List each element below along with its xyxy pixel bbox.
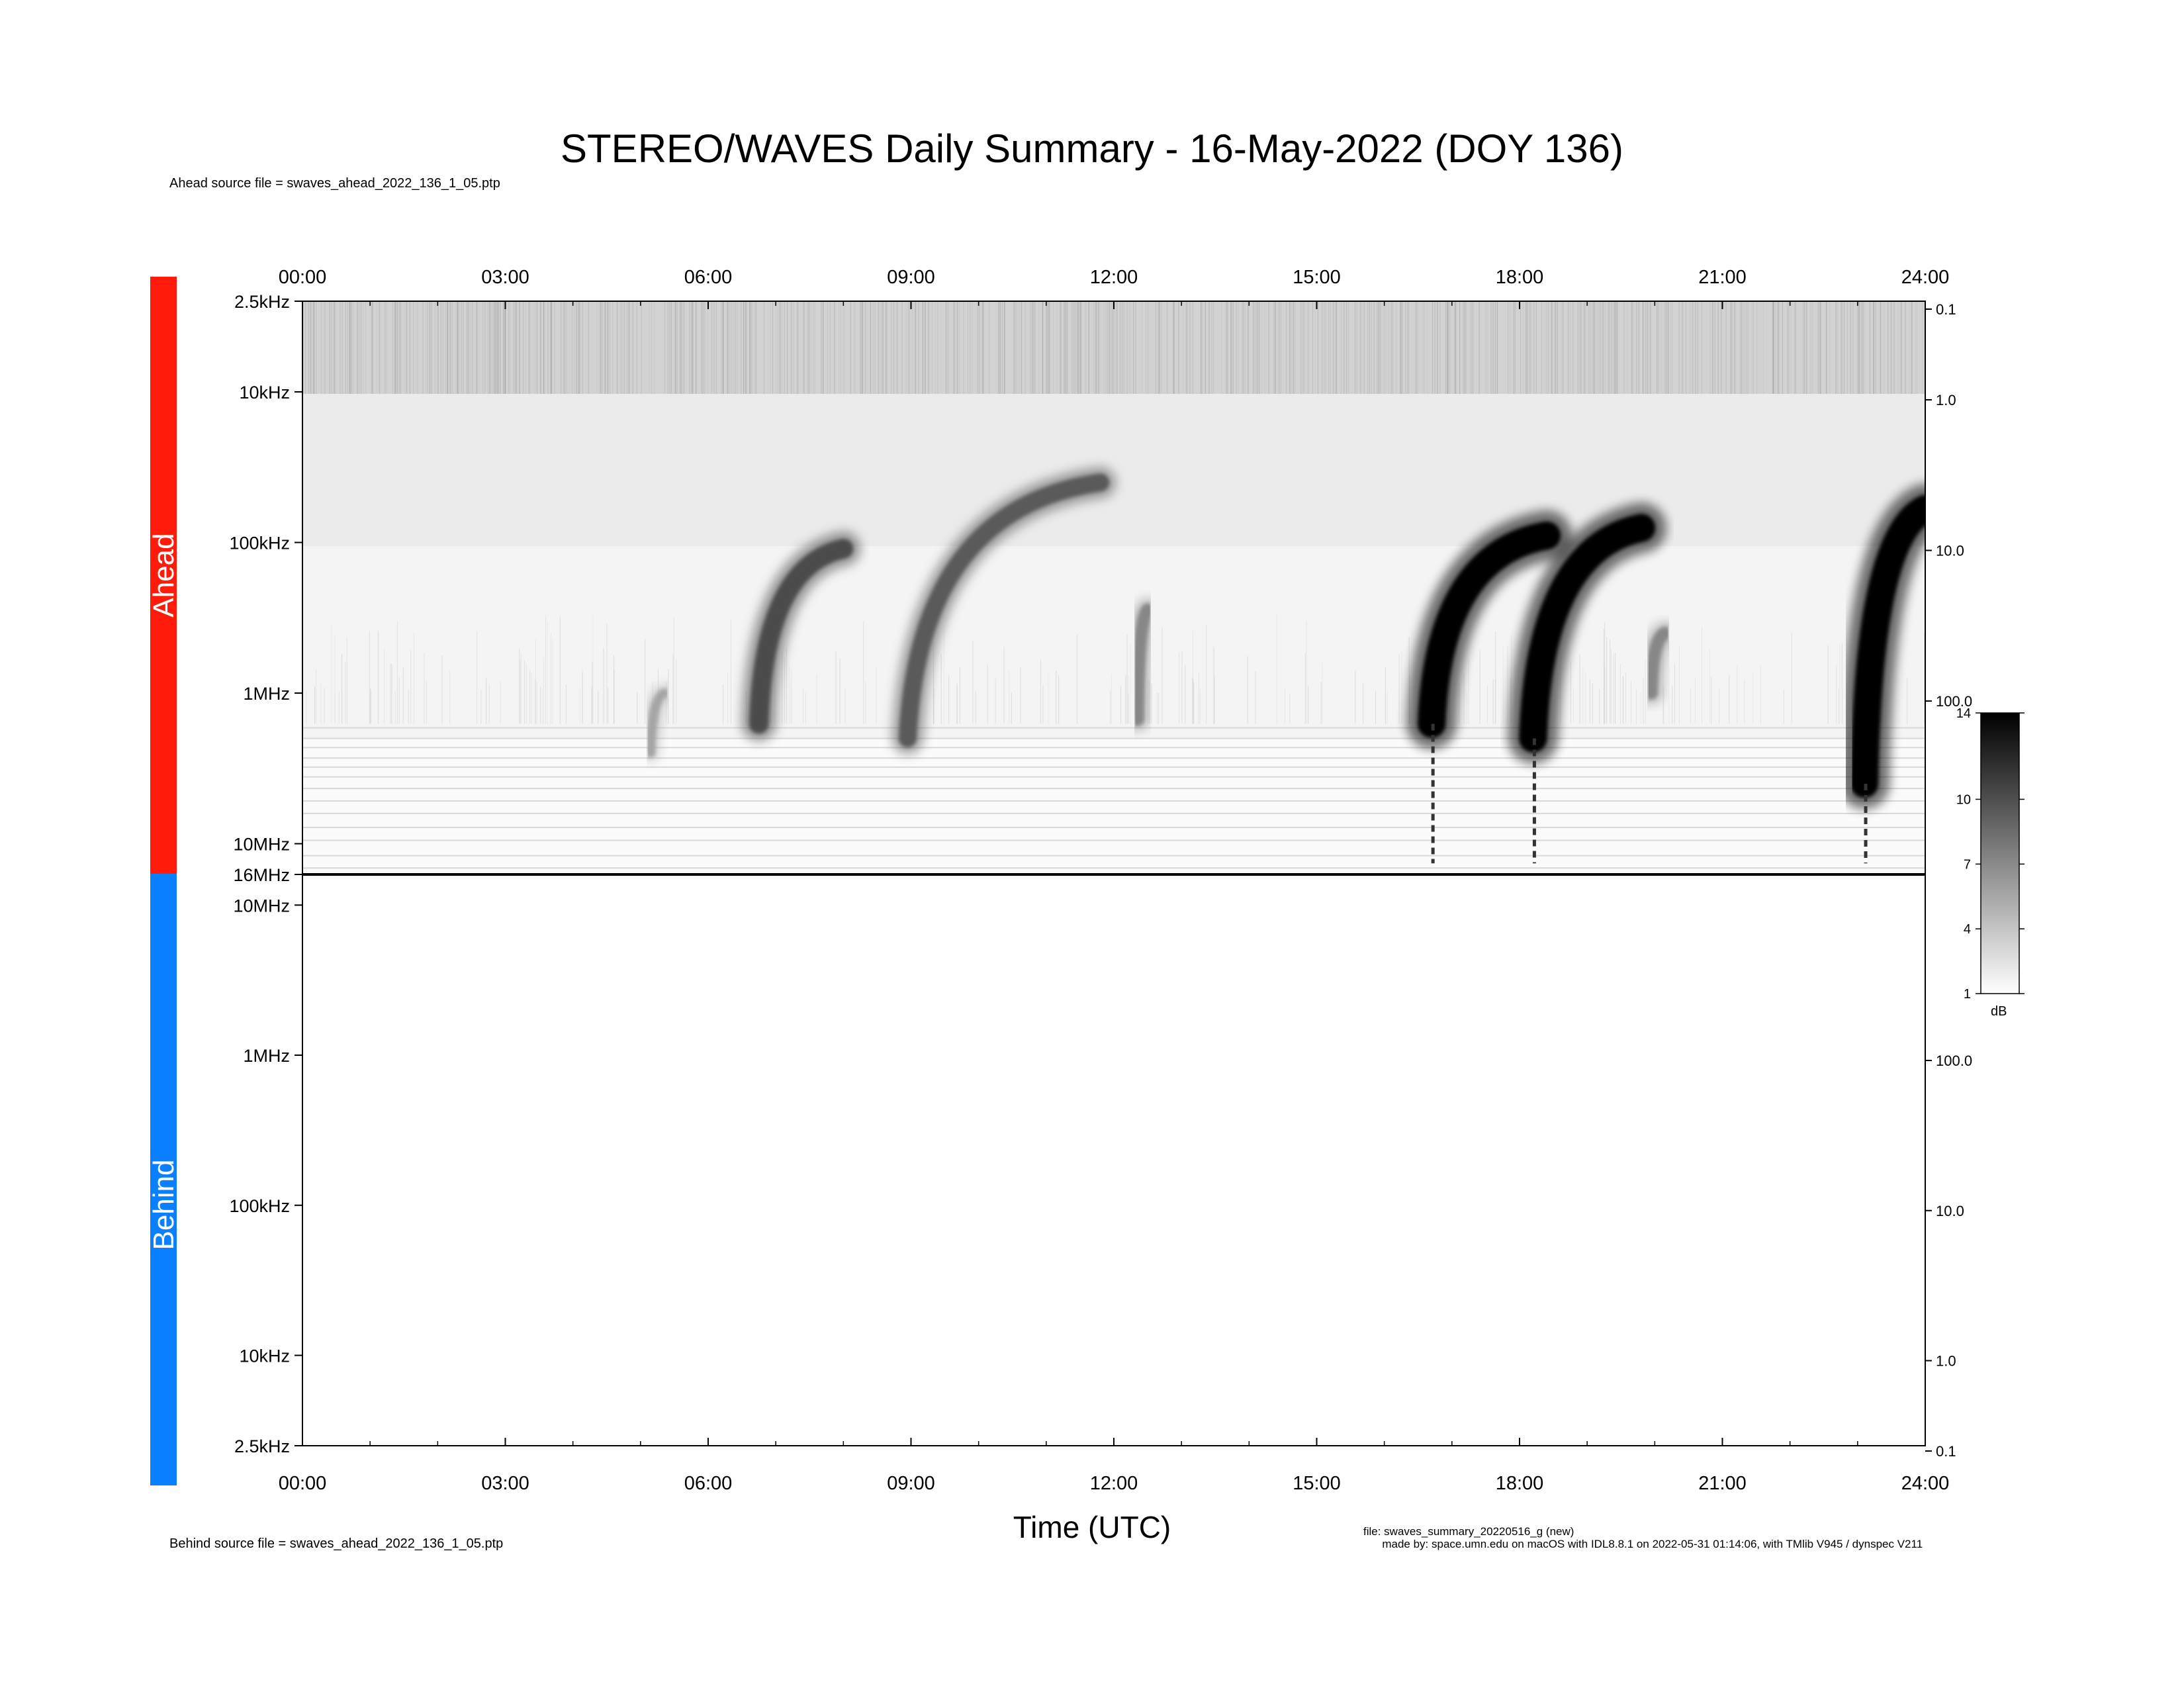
x-tick-label-bottom: 09:00 bbox=[887, 1473, 935, 1494]
x-tick-label-top: 12:00 bbox=[1090, 267, 1138, 288]
y-tick-label-ahead: 16MHz bbox=[233, 865, 290, 885]
radio-burst bbox=[898, 473, 1109, 747]
y-tick-label-right-ahead: 100.0 bbox=[1936, 693, 1972, 710]
y-tick-label-right-behind: 100.0 bbox=[1936, 1053, 1972, 1069]
x-tick-label-top: 24:00 bbox=[1901, 267, 1950, 288]
radio-burst bbox=[1131, 603, 1154, 726]
y-tick-label-behind: 10kHz bbox=[239, 1346, 290, 1366]
colorbar-tick-label: 10 bbox=[1956, 792, 1971, 807]
y-tick-label-ahead: 2.5kHz bbox=[234, 292, 290, 312]
file-info-line2: made by: space.umn.edu on macOS with IDL… bbox=[1382, 1538, 1923, 1550]
ahead-y-axis-left: 2.5kHz 10kHz 100kHz 1MHz 10MHz 16MHz bbox=[229, 292, 302, 885]
behind-source-file: Behind source file = swaves_ahead_2022_1… bbox=[169, 1536, 504, 1551]
colorbar-tick-label: 1 bbox=[1964, 987, 1971, 1002]
x-tick-label-bottom: 00:00 bbox=[279, 1473, 327, 1494]
y-tick-label-behind: 10MHz bbox=[233, 896, 290, 915]
y-tick-label-ahead: 100kHz bbox=[229, 534, 290, 553]
y-tick-label-ahead: 1MHz bbox=[243, 684, 290, 704]
radio-burst bbox=[646, 688, 669, 758]
x-tick-label-bottom: 03:00 bbox=[481, 1473, 529, 1494]
y-tick-label-behind: 1MHz bbox=[243, 1046, 290, 1066]
x-tick-label-bottom: 06:00 bbox=[684, 1473, 733, 1494]
radio-burst bbox=[1850, 494, 1925, 798]
radio-burst bbox=[1417, 521, 1561, 738]
radio-burst bbox=[1519, 514, 1656, 753]
x-tick-label-bottom: 21:00 bbox=[1698, 1473, 1747, 1494]
behind-y-axis-left: 10MHz 1MHz 100kHz 10kHz 2.5kHz bbox=[229, 896, 302, 1456]
colorbar-tick-label: 14 bbox=[1956, 706, 1971, 721]
chart-title: STEREO/WAVES Daily Summary - 16-May-2022… bbox=[561, 126, 1623, 171]
colorbar-tick-label: 4 bbox=[1964, 922, 1971, 937]
y-tick-label-ahead: 10MHz bbox=[233, 835, 290, 855]
behind-panel-bar bbox=[150, 874, 177, 1485]
x-tick-label-bottom: 12:00 bbox=[1090, 1473, 1138, 1494]
y-tick-label-right-behind: 0.1 bbox=[1936, 1443, 1956, 1460]
y-tick-label-behind: 2.5kHz bbox=[234, 1436, 290, 1456]
x-axis-title: Time (UTC) bbox=[1013, 1510, 1171, 1544]
y-tick-label-right-behind: 1.0 bbox=[1936, 1352, 1956, 1369]
colorbar-gradient bbox=[1980, 712, 2020, 994]
radio-burst bbox=[749, 539, 854, 734]
x-tick-label-top: 06:00 bbox=[684, 267, 733, 288]
x-axis-bottom: 00:00 03:00 06:00 09:00 12:00 15:00 18:00 21:00… bbox=[279, 1438, 1950, 1494]
x-tick-label-top: 15:00 bbox=[1293, 267, 1341, 288]
file-info: file: swaves_summary_20220516_g (new) ma… bbox=[1363, 1525, 1923, 1550]
behind-plot-frame bbox=[302, 874, 1926, 1446]
colorbar-unit-label: dB bbox=[1991, 1004, 2007, 1019]
x-tick-label-bottom: 18:00 bbox=[1496, 1473, 1544, 1494]
y-tick-label-right-ahead: 1.0 bbox=[1936, 392, 1956, 408]
x-tick-label-top: 09:00 bbox=[887, 267, 935, 288]
behind-panel-label: Behind bbox=[148, 1159, 180, 1250]
y-tick-label-behind: 100kHz bbox=[229, 1196, 290, 1216]
x-tick-label-top: 21:00 bbox=[1698, 267, 1747, 288]
ahead-y-axis-right: 0.1 1.0 10.0 100.0 bbox=[1925, 301, 1972, 710]
y-tick-label-ahead: 10kHz bbox=[239, 383, 290, 402]
y-tick-label-right-behind: 10.0 bbox=[1936, 1203, 1964, 1219]
x-tick-label-top: 00:00 bbox=[279, 267, 327, 288]
file-info-line1: file: swaves_summary_20220516_g (new) bbox=[1363, 1525, 1574, 1538]
colorbar-tick-label: 7 bbox=[1964, 857, 1971, 872]
radio-burst bbox=[1645, 626, 1672, 700]
ahead-panel-bar bbox=[150, 277, 177, 874]
y-tick-label-right-ahead: 0.1 bbox=[1936, 301, 1956, 318]
y-tick-label-right-ahead: 10.0 bbox=[1936, 543, 1964, 559]
ahead-panel-label: Ahead bbox=[148, 533, 180, 617]
ahead-radio-bursts bbox=[642, 466, 1925, 864]
x-axis-top: 00:00 03:00 06:00 09:00 12:00 15:00 18:00 21:00… bbox=[279, 267, 1950, 309]
ahead-source-file: Ahead source file = swaves_ahead_2022_13… bbox=[169, 176, 500, 191]
behind-y-axis-right: 100.0 10.0 1.0 0.1 bbox=[1925, 1053, 1972, 1460]
x-tick-label-top: 03:00 bbox=[481, 267, 529, 288]
ahead-spectrogram-background bbox=[302, 301, 1925, 874]
x-tick-label-bottom: 15:00 bbox=[1293, 1473, 1341, 1494]
x-tick-label-bottom: 24:00 bbox=[1901, 1473, 1950, 1494]
x-tick-label-top: 18:00 bbox=[1496, 267, 1544, 288]
